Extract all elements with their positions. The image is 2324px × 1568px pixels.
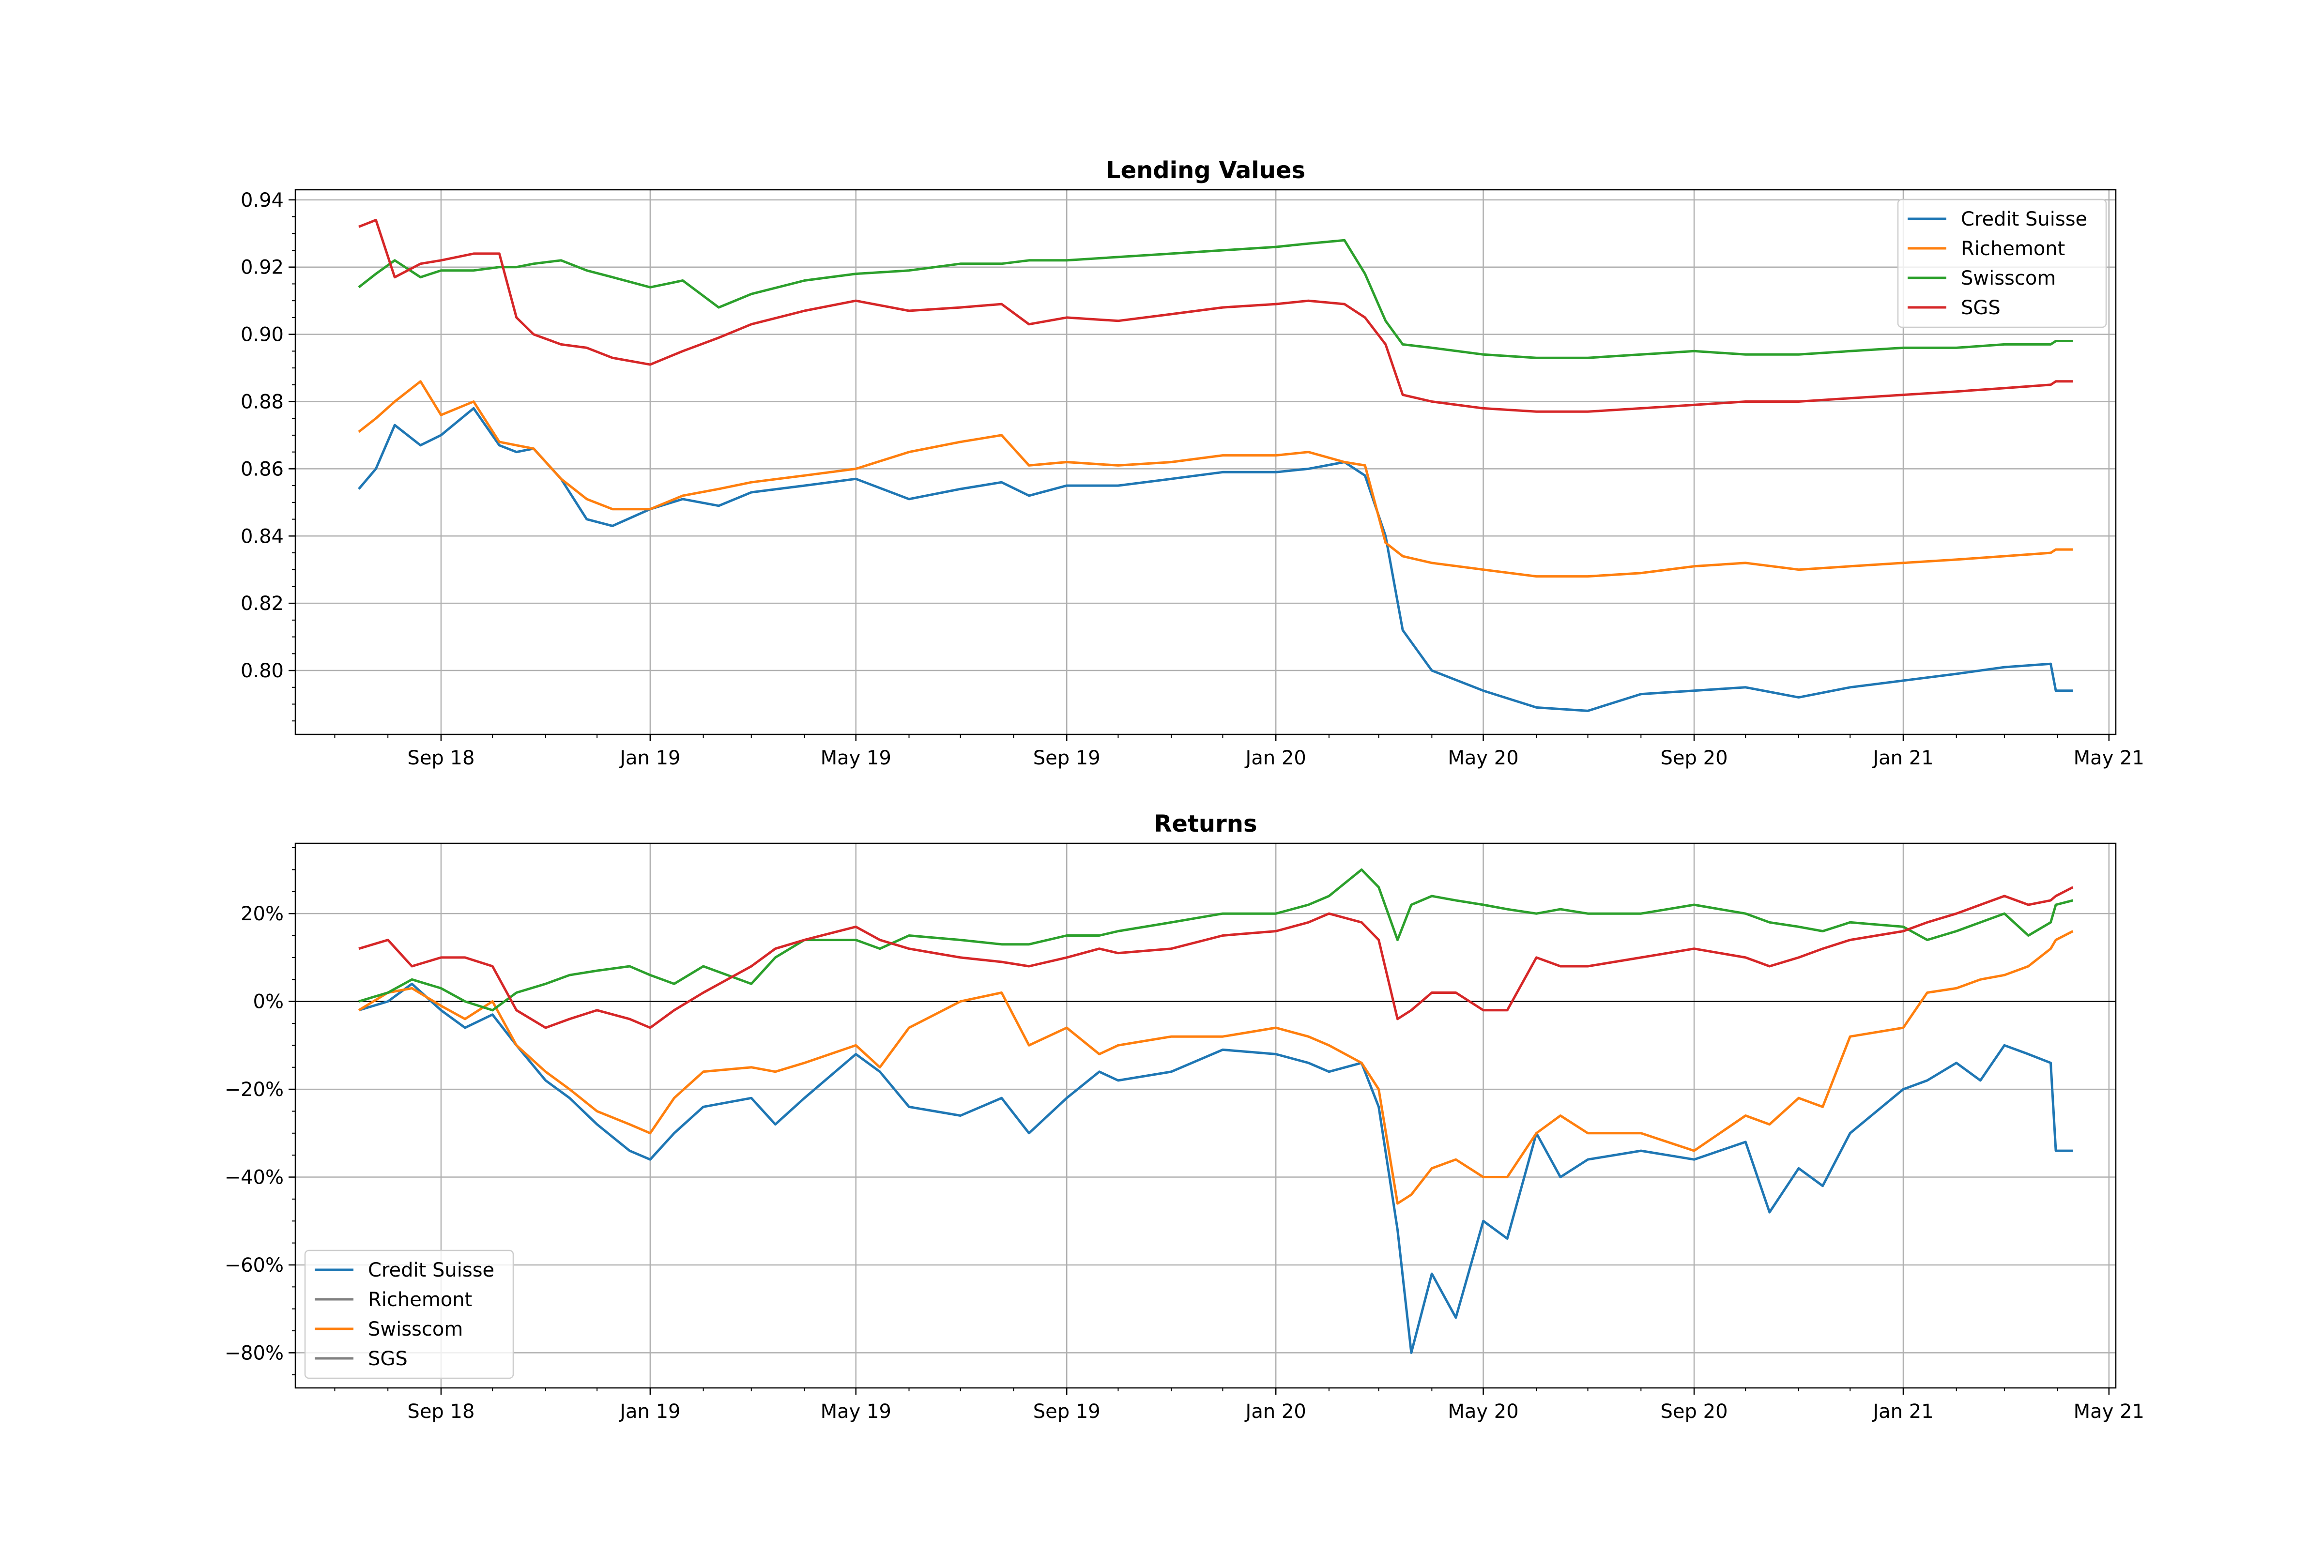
x-tick-label: May 21 <box>2074 747 2144 769</box>
legend: Credit Suisse Richemont Swisscom SGS <box>1897 198 2107 328</box>
series-line-richemont <box>358 380 2073 578</box>
legend-label: Credit Suisse <box>1961 208 2087 230</box>
returns-chart: Returns Sep 18 Jan 19 May 19 Sep 19 Jan 20 May… <box>225 810 2144 1423</box>
x-tick-label: May 20 <box>1448 747 1518 769</box>
legend-label: SGS <box>368 1348 408 1370</box>
x-tick-label: Sep 20 <box>1661 747 1728 769</box>
series-line-sgs <box>358 886 2074 1029</box>
plot-frame <box>294 189 2117 735</box>
plot-frame <box>294 842 2117 1389</box>
legend-label: Richemont <box>368 1289 472 1311</box>
y-tick-label: −40% <box>225 1167 284 1189</box>
legend-label: Swisscom <box>368 1318 463 1340</box>
x-tick-label: May 20 <box>1448 1401 1518 1423</box>
y-tick-label: 0.92 <box>241 257 284 279</box>
x-tick-label: Sep 19 <box>1033 1401 1101 1423</box>
grid <box>295 190 2116 734</box>
x-tick-label: Jan 20 <box>1244 1401 1306 1423</box>
y-tick-label: 0.90 <box>241 324 284 346</box>
y-tick-label: −60% <box>225 1254 284 1277</box>
y-tick-label: 0.82 <box>241 593 284 615</box>
y-tick-label: 0.94 <box>241 189 284 212</box>
legend-label: Credit Suisse <box>368 1259 494 1281</box>
legend-box <box>1897 198 2107 328</box>
x-tick-label: Sep 18 <box>407 747 474 769</box>
x-tick-label: Jan 21 <box>1871 747 1933 769</box>
chart-title: Returns <box>1154 810 1257 837</box>
y-tick-label: 0% <box>253 991 284 1013</box>
x-tick-label: May 19 <box>821 747 891 769</box>
series-line-credit-suisse <box>358 407 2073 712</box>
y-tick-label: 20% <box>241 903 284 925</box>
series-line-richemont <box>358 930 2074 1205</box>
legend: Credit Suisse Richemont Swisscom SGS <box>304 1249 514 1379</box>
series-line-credit-suisse <box>358 982 2073 1354</box>
y-tick-label: 0.80 <box>241 660 284 682</box>
x-tick-label: Sep 20 <box>1661 1401 1728 1423</box>
x-tick-label: May 21 <box>2074 1401 2144 1423</box>
legend-label: Swisscom <box>1961 267 2056 289</box>
legend-label: Richemont <box>1961 238 2065 260</box>
series-line-swisscom <box>358 868 2074 1012</box>
x-tick-label: Jan 21 <box>1871 1401 1933 1423</box>
y-tick-label: 0.86 <box>241 458 284 480</box>
y-tick-label: 0.88 <box>241 391 284 413</box>
chart-title: Lending Values <box>1106 157 1305 184</box>
y-tick-label: −80% <box>225 1342 284 1364</box>
x-tick-label: Jan 20 <box>1244 747 1306 769</box>
y-tick-label: 0.84 <box>241 525 284 548</box>
y-tick-label: −20% <box>225 1079 284 1101</box>
x-tick-label: Jan 19 <box>618 747 680 769</box>
x-tick-label: Sep 18 <box>407 1401 474 1423</box>
series-line-swisscom <box>358 239 2073 359</box>
x-tick-label: Jan 19 <box>618 1401 680 1423</box>
lending-values-chart: Lending Values Sep 18 Jan 19 May 19 Sep 19 Ja… <box>241 157 2144 769</box>
x-tick-label: May 19 <box>821 1401 891 1423</box>
legend-label: SGS <box>1961 297 2001 319</box>
legend-box <box>304 1249 514 1379</box>
x-tick-label: Sep 19 <box>1033 747 1101 769</box>
series-line-sgs <box>358 219 2073 413</box>
